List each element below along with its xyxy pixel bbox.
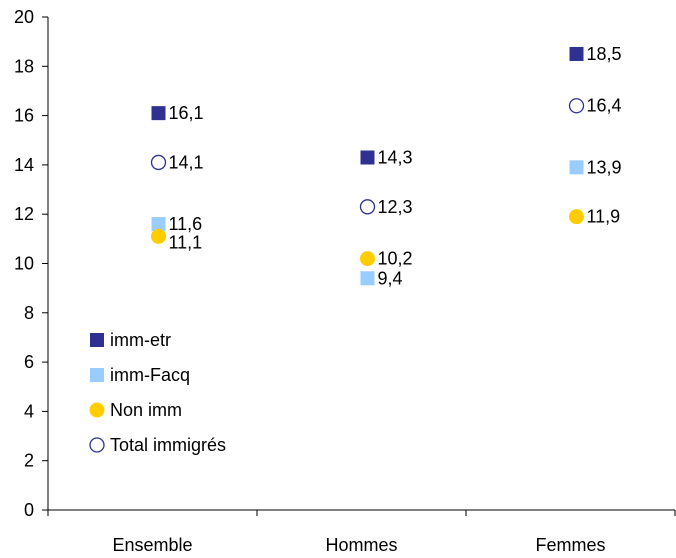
chart-marks: 16,1 14,3 18,5 11,6 9,4 13,9 11,1 10,2 11,9 14,1 1… xyxy=(150,44,622,288)
legend-label-imm-facq: imm-Facq xyxy=(110,365,190,385)
point-imm-facq xyxy=(360,271,375,286)
point-imm-facq xyxy=(151,217,166,232)
y-tick-label: 8 xyxy=(24,303,34,323)
point-non-imm xyxy=(151,228,166,244)
data-label-total-immigr-s: 16,4 xyxy=(587,96,622,116)
legend-marker-non-imm xyxy=(89,402,105,418)
y-tick-label: 10 xyxy=(14,254,34,274)
legend-marker-total-immigr-s xyxy=(89,437,105,453)
point-total-immigr-s xyxy=(359,199,376,215)
x-tick-label: Femmes xyxy=(535,535,605,555)
data-label-non-imm: 10,2 xyxy=(378,249,413,269)
point-total-immigr-s xyxy=(150,154,167,171)
data-label-total-immigr-s: 14,1 xyxy=(169,152,204,172)
y-tick-label: 14 xyxy=(14,155,34,175)
y-tick-label: 12 xyxy=(14,204,34,224)
data-label-imm-etr: 16,1 xyxy=(169,103,204,123)
data-label-non-imm: 11,1 xyxy=(169,232,203,252)
y-tick-label: 0 xyxy=(24,500,34,520)
data-label-non-imm: 11,9 xyxy=(587,207,621,227)
data-label-imm-facq: 11,6 xyxy=(169,214,203,234)
y-tick-label: 18 xyxy=(14,56,34,76)
point-non-imm xyxy=(360,251,375,267)
y-tick-label: 20 xyxy=(14,7,34,27)
point-imm-etr xyxy=(360,150,375,165)
legend-label-non-imm: Non imm xyxy=(110,400,182,420)
data-label-total-immigr-s: 12,3 xyxy=(378,197,413,217)
legend-box xyxy=(80,323,254,469)
x-tick-label: Hommes xyxy=(325,535,397,555)
y-tick-label: 4 xyxy=(24,401,34,421)
y-tick-label: 16 xyxy=(14,106,34,126)
axes: 0 2 4 6 8 10 12 14 16 18 20 Ensemble Hommes Femmes xyxy=(14,7,676,555)
legend: imm-etr imm-Facq Non imm Total immigrés xyxy=(80,323,254,469)
point-non-imm xyxy=(569,209,584,225)
y-tick-label: 6 xyxy=(24,352,34,372)
data-label-imm-etr: 14,3 xyxy=(378,148,413,168)
y-tick-label: 2 xyxy=(24,451,34,471)
point-imm-facq xyxy=(569,160,584,175)
data-label-imm-facq: 9,4 xyxy=(378,268,403,288)
legend-label-imm-etr: imm-etr xyxy=(110,330,171,350)
legend-marker-imm-facq xyxy=(90,368,104,382)
data-label-imm-etr: 18,5 xyxy=(587,44,622,64)
legend-label-total-immigr-s: Total immigrés xyxy=(110,435,226,455)
point-imm-etr xyxy=(569,46,584,61)
point-imm-etr xyxy=(151,106,166,121)
legend-marker-imm-etr xyxy=(90,333,104,347)
x-tick-label: Ensemble xyxy=(112,535,192,555)
data-label-imm-facq: 13,9 xyxy=(587,157,622,177)
point-total-immigr-s xyxy=(568,98,585,114)
